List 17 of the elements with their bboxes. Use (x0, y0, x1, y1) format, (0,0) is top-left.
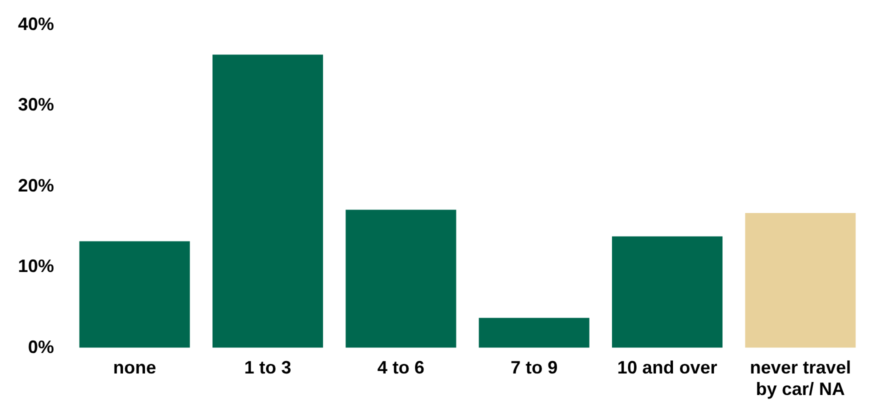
x-tick-label: 4 to 6 (377, 358, 424, 378)
bar (745, 212, 856, 348)
x-tick-label: 10 and over (617, 358, 718, 378)
y-tick-label: 10% (18, 256, 54, 276)
y-tick-label: 40% (18, 14, 54, 34)
y-tick-label: 30% (18, 94, 54, 115)
x-tick-label: never travel by car/ NA (750, 358, 851, 400)
bar (612, 236, 723, 348)
bar (346, 210, 456, 348)
bar (212, 54, 324, 348)
x-tick-label: 7 to 9 (510, 358, 558, 378)
y-tick-label: 0% (28, 336, 54, 357)
x-tick-label: none (113, 358, 156, 378)
bar (478, 318, 590, 348)
x-tick-label: 1 to 3 (244, 358, 292, 378)
bar (79, 241, 190, 348)
y-tick-label: 20% (18, 175, 54, 196)
